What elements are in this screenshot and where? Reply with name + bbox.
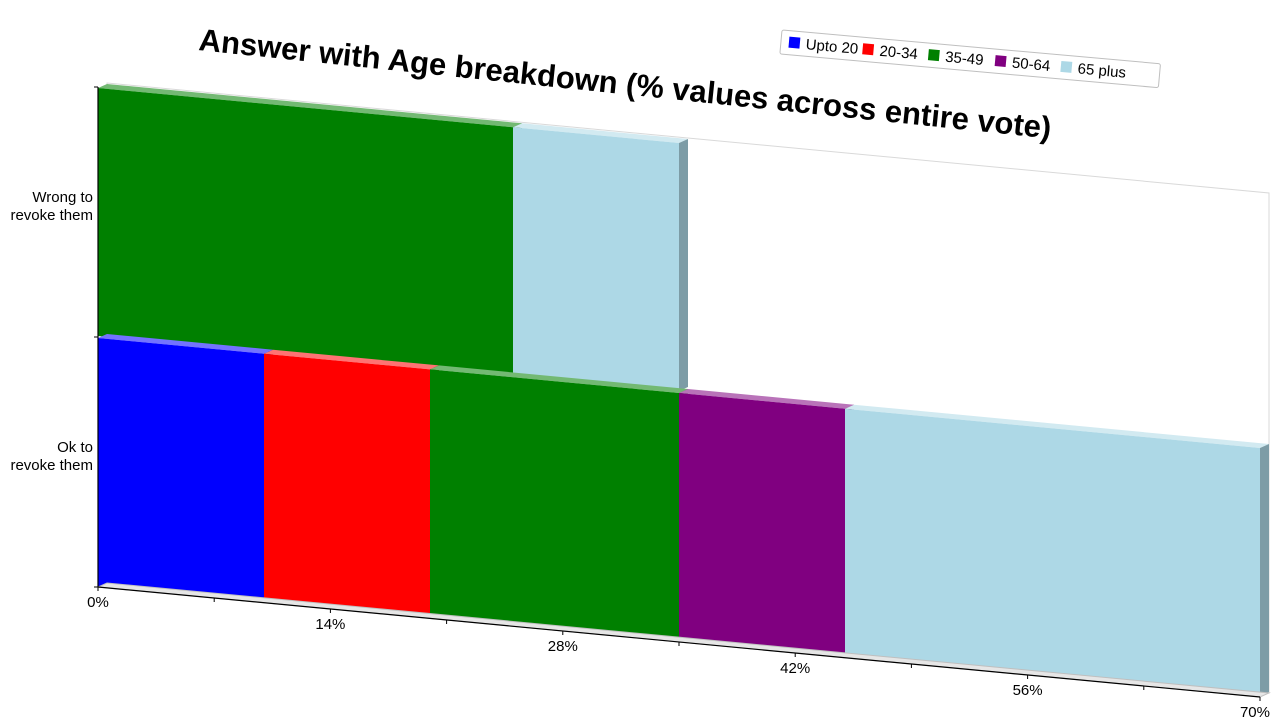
bar-front-face — [679, 393, 845, 657]
bar-segment — [98, 84, 522, 376]
legend-box — [779, 29, 1161, 89]
axes-layer — [94, 86, 1271, 701]
legend-swatch — [927, 49, 940, 62]
legend-label: Upto 20 — [805, 36, 859, 58]
category-label-line: Wrong to — [32, 189, 93, 206]
x-tick-label: 0% — [87, 594, 109, 611]
legend-label: 35-49 — [944, 49, 984, 69]
bar-segment — [430, 365, 688, 641]
bar-front-face — [98, 88, 513, 376]
x-tick-label: 56% — [1013, 682, 1043, 699]
legend-swatch — [862, 43, 875, 56]
legend-swatch — [994, 55, 1007, 68]
bar-top-face — [430, 365, 688, 393]
bar-layer — [98, 84, 1269, 696]
bar-segment — [98, 334, 273, 602]
legend-label: 20-34 — [879, 43, 919, 63]
legend-item: 20-34 — [862, 43, 919, 63]
category-label-line: revoke them — [10, 457, 93, 474]
bar-top-face — [679, 389, 854, 409]
x-tick-label: 28% — [548, 638, 578, 655]
bar-side-face — [1260, 444, 1269, 696]
bar-top-face — [98, 334, 273, 354]
bar-segment — [679, 389, 854, 657]
bar-front-face — [513, 127, 679, 392]
bar-front-face — [98, 338, 264, 602]
legend-label: 50-64 — [1011, 55, 1051, 75]
bar-top-face — [845, 404, 1269, 448]
legend-swatch — [1060, 60, 1073, 73]
x-tick-label: 14% — [315, 616, 345, 633]
x-tick-label: 70% — [1240, 704, 1270, 720]
bar-top-face — [264, 349, 439, 370]
legend-item: 35-49 — [927, 49, 984, 69]
bar-side-face — [679, 139, 688, 391]
bar-top-face — [98, 84, 522, 128]
bar-front-face — [264, 353, 430, 618]
legend-item: 65 plus — [1060, 60, 1127, 82]
category-label: Ok to revoke them — [10, 439, 93, 474]
category-label: Wrong to revoke them — [10, 189, 93, 224]
bar-front-face — [430, 369, 679, 641]
bar-segment — [513, 123, 688, 392]
legend-swatch — [788, 36, 801, 49]
legend: Upto 20 20-34 35-49 50-64 65 plus — [779, 29, 1161, 89]
bar-top-face — [513, 123, 688, 143]
legend-item: Upto 20 — [788, 36, 859, 58]
category-label-line: revoke them — [10, 207, 93, 224]
bar-segment — [264, 349, 439, 618]
bar-segment — [845, 404, 1269, 696]
bar-front-face — [845, 408, 1260, 696]
x-tick-label: 42% — [780, 660, 810, 677]
legend-label: 65 plus — [1077, 60, 1127, 81]
legend-item: 50-64 — [994, 55, 1051, 75]
category-label-line: Ok to — [57, 439, 93, 456]
